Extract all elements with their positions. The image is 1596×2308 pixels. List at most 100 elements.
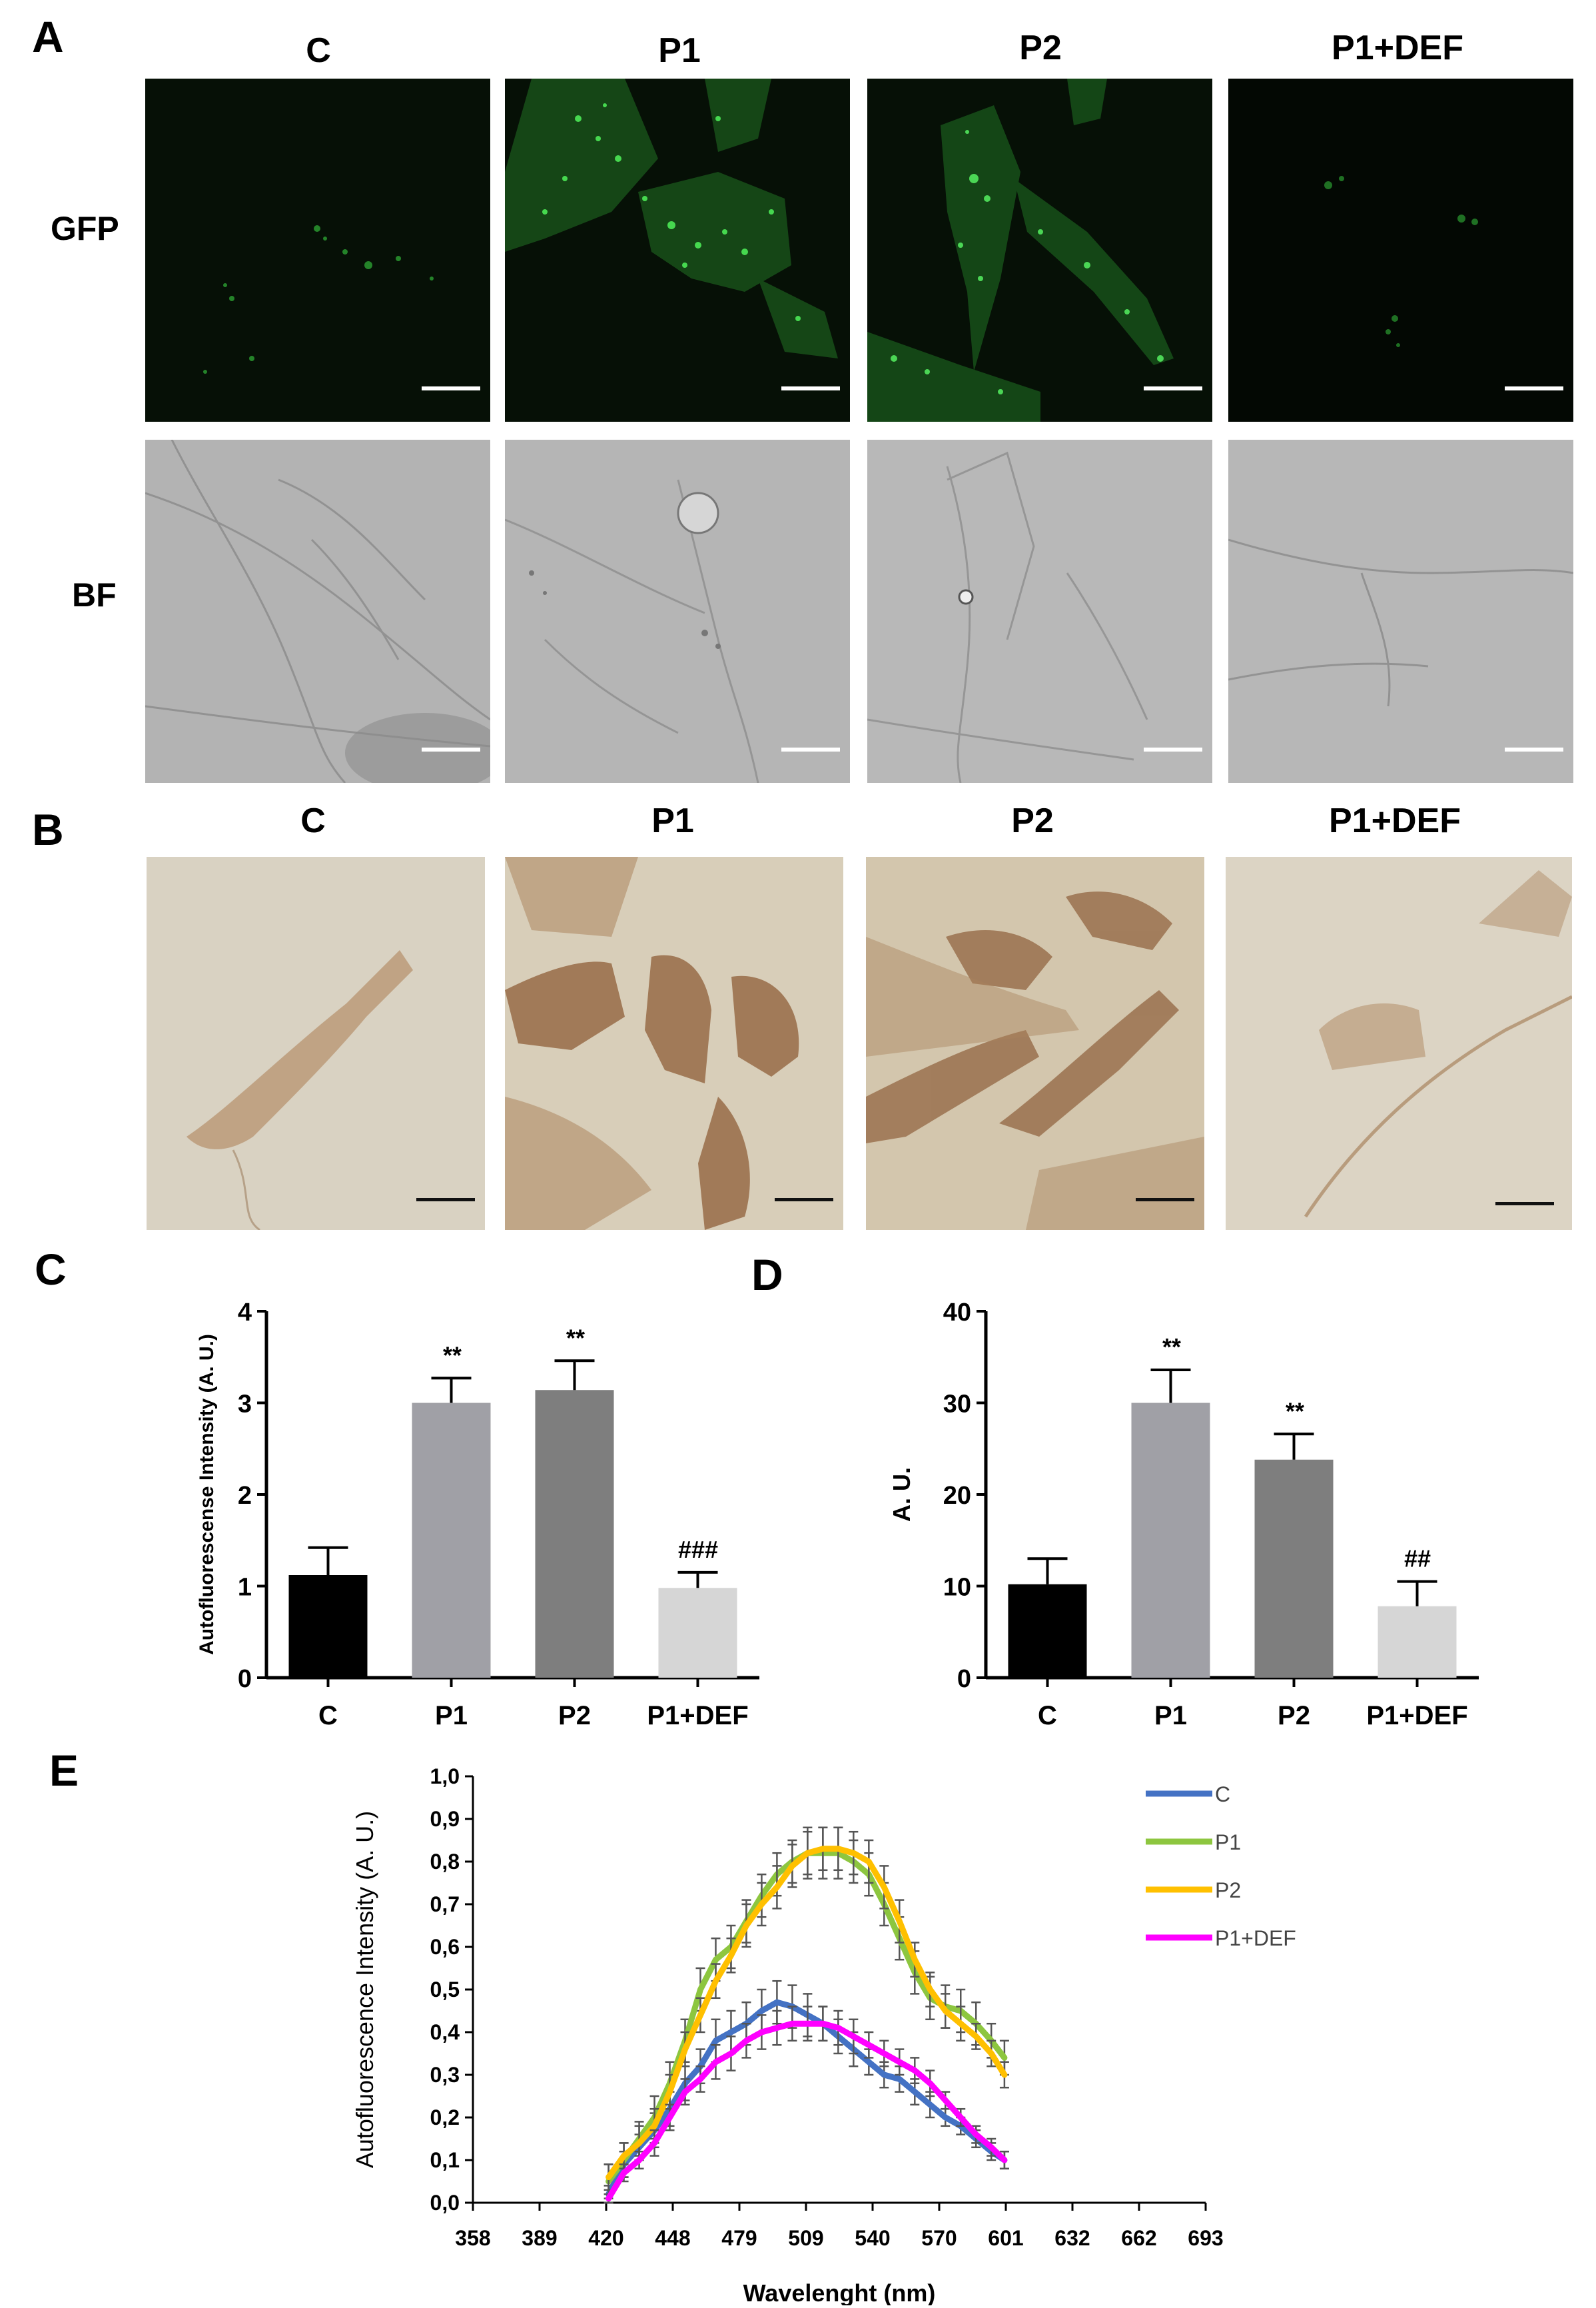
- bar-chart-d: 0 10 20 30 40 A. U. C ** P1 ** P2 ## P1+DEF: [888, 1299, 1479, 1730]
- chart-c-bar-1: [412, 1403, 491, 1678]
- chart-c-ytick-label: 0: [238, 1665, 252, 1693]
- bf-image-p2: [867, 440, 1212, 783]
- chart-e-ytick-label: 1,0: [430, 1764, 460, 1788]
- stain-image-p2-drawing: [866, 857, 1204, 1230]
- bf-image-c: [145, 440, 490, 783]
- panel-letter-e: E: [49, 1746, 79, 1795]
- chart-d-significance-2: **: [1284, 1397, 1304, 1425]
- chart-e-ytick-label: 0,4: [430, 2020, 460, 2044]
- bf-image-p2-drawing: [867, 440, 1212, 783]
- chart-c-bar-0: [288, 1575, 368, 1678]
- stain-image-p1def: [1226, 857, 1572, 1230]
- stain-image-p1: [505, 857, 843, 1230]
- gfp-image-p1: [505, 79, 850, 422]
- chart-c-category-label-0: C: [318, 1701, 338, 1730]
- chart-e-ylabel: Autofluorescence Intensity (A. U.): [351, 1811, 378, 2168]
- chart-c-ylabel: Autofluorescense Intensity (A. U.): [196, 1334, 218, 1655]
- chart-e-xtick-label: 632: [1054, 2226, 1090, 2250]
- chart-c-bar-2: [535, 1390, 614, 1678]
- chart-d-ytick-label: 20: [943, 1482, 971, 1510]
- panel-a-col-label-p1def: P1+DEF: [1332, 29, 1463, 67]
- bf-image-p1-drawing: [505, 440, 850, 783]
- chart-e-xtick-label: 448: [655, 2226, 690, 2250]
- chart-e-legend-label-1: P1: [1215, 1830, 1241, 1854]
- stain-image-c: [147, 857, 485, 1230]
- chart-e-xtick-label: 389: [522, 2226, 557, 2250]
- chart-e-xtick-label: 601: [988, 2226, 1023, 2250]
- stain-image-c-drawing: [147, 857, 485, 1230]
- chart-c-ytick-label: 2: [238, 1482, 252, 1510]
- panel-b-col-label-c: C: [300, 802, 326, 840]
- chart-e-ytick-label: 0,3: [430, 2063, 460, 2087]
- chart-e-xlabel: Wavelenght (nm): [743, 2279, 936, 2305]
- chart-e-xtick-label: 662: [1121, 2226, 1156, 2250]
- chart-e-ytick-label: 0,5: [430, 1978, 460, 2002]
- gfp-c-scalebar: [422, 386, 480, 390]
- gfp-p2-scalebar: [1144, 386, 1202, 390]
- chart-d-bar-2: [1254, 1459, 1334, 1678]
- chart-e-ytick-label: 0,7: [430, 1892, 460, 1916]
- chart-e-xtick-label: 570: [921, 2226, 957, 2250]
- panel-letter-a: A: [32, 12, 64, 61]
- chart-c-significance-2: **: [565, 1324, 585, 1351]
- chart-e-legend-label-0: C: [1215, 1782, 1230, 1806]
- chart-e-xtick-label: 509: [788, 2226, 823, 2250]
- gfp-image-p1-drawing: [505, 79, 850, 422]
- panel-a-col-label-p1: P1: [658, 31, 701, 70]
- chart-e-xtick-label: 540: [855, 2226, 890, 2250]
- chart-d-bar-3: [1378, 1606, 1457, 1678]
- stain-image-p1def-drawing: [1226, 857, 1572, 1230]
- chart-e-legend-label-2: P2: [1215, 1878, 1241, 1902]
- bf-image-c-drawing: [145, 440, 490, 783]
- chart-e-series-line-3: [605, 2020, 1008, 2202]
- chart-e-series-line-2: [605, 1846, 1008, 2181]
- chart-d-significance-1: **: [1161, 1333, 1181, 1361]
- chart-e-xtick-label: 420: [588, 2226, 623, 2250]
- panel-letter-d: D: [751, 1250, 783, 1299]
- stain-c-scalebar: [416, 1198, 475, 1201]
- chart-d-bar-1: [1131, 1403, 1210, 1678]
- chart-d-bar-0: [1008, 1584, 1087, 1678]
- chart-d-category-label-0: C: [1038, 1701, 1057, 1730]
- chart-d-ylabel: A. U.: [888, 1467, 915, 1522]
- chart-d-category-label-3: P1+DEF: [1366, 1701, 1467, 1730]
- chart-c-ytick-label: 4: [238, 1299, 252, 1327]
- gfp-image-p2-drawing: [867, 79, 1212, 422]
- stain-image-p2: [866, 857, 1204, 1230]
- chart-c-bar-3: [658, 1588, 737, 1678]
- gfp-image-c-drawing: [145, 79, 490, 422]
- chart-d-ytick-label: 0: [957, 1665, 971, 1693]
- panel-b-col-label-p2: P2: [1011, 802, 1054, 840]
- chart-c-ytick-label: 1: [238, 1574, 252, 1602]
- gfp-p1def-scalebar: [1505, 386, 1563, 390]
- chart-c-category-label-2: P2: [558, 1701, 591, 1730]
- panel-a-row-label-bf: BF: [72, 576, 117, 614]
- gfp-image-p1def-drawing: [1228, 79, 1573, 422]
- chart-e-ytick-label: 0,1: [430, 2148, 460, 2172]
- line-chart-e: 0,0 0,1 0,2 0,3 0,4 0,5 0,6 0,7 0,8 0,9 1,0 358 389 4…: [351, 1764, 1296, 2305]
- stain-p2-scalebar: [1136, 1198, 1194, 1201]
- chart-e-xtick-label: 693: [1188, 2226, 1223, 2250]
- chart-e-ytick-label: 0,6: [430, 1935, 460, 1959]
- chart-d-ytick-label: 40: [943, 1299, 971, 1327]
- chart-e-ytick-label: 0,9: [430, 1807, 460, 1831]
- chart-c-category-label-3: P1+DEF: [647, 1701, 748, 1730]
- panel-a-col-label-p2: P2: [1019, 29, 1062, 67]
- panel-letter-c: C: [35, 1245, 67, 1294]
- chart-c-ytick-label: 3: [238, 1391, 252, 1419]
- chart-d-ytick-label: 10: [943, 1574, 971, 1602]
- chart-d-significance-3: ##: [1403, 1545, 1430, 1572]
- chart-c-significance-3: ###: [677, 1536, 717, 1563]
- gfp-image-c: [145, 79, 490, 422]
- panel-b-col-label-p1: P1: [651, 802, 694, 840]
- stain-p1def-scalebar: [1495, 1202, 1554, 1205]
- chart-e-xtick-label: 479: [721, 2226, 757, 2250]
- chart-e-legend-label-3: P1+DEF: [1215, 1926, 1296, 1950]
- bf-p2-scalebar: [1144, 748, 1202, 752]
- chart-c-significance-1: **: [442, 1341, 462, 1369]
- chart-e-ytick-label: 0,8: [430, 1850, 460, 1874]
- panel-b-col-label-p1def: P1+DEF: [1329, 802, 1461, 840]
- gfp-image-p2: [867, 79, 1212, 422]
- bf-p1-scalebar: [781, 748, 840, 752]
- chart-c-category-label-1: P1: [435, 1701, 468, 1730]
